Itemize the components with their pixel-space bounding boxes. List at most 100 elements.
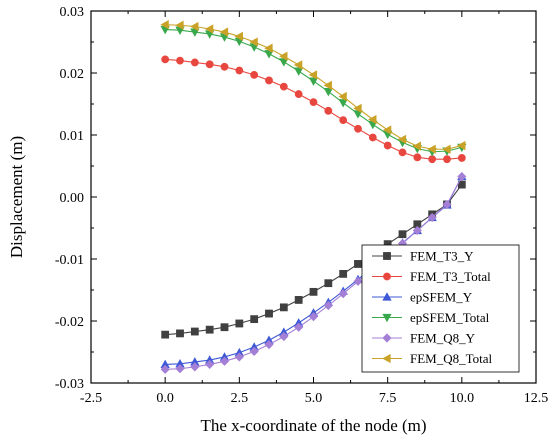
- data-point: [442, 199, 452, 210]
- data-point: [160, 364, 170, 374]
- legend-item: epSFEM_Total: [372, 310, 490, 325]
- x-axis-title: The x-coordinate of the node (m): [200, 416, 426, 435]
- data-point: [190, 362, 200, 372]
- data-point: [443, 155, 451, 164]
- data-point: [368, 114, 377, 125]
- data-point: [457, 154, 466, 162]
- data-point: [250, 315, 259, 324]
- y-tick-label: -0.02: [55, 315, 84, 330]
- data-point: [235, 319, 244, 328]
- data-point: [457, 140, 466, 151]
- legend-item: FEM_T3_Y: [372, 249, 474, 264]
- data-point: [338, 99, 348, 108]
- data-point: [220, 323, 229, 332]
- series-FEM_Q8_Total: [160, 19, 466, 154]
- legend-box: [361, 244, 520, 373]
- data-point: [294, 322, 304, 332]
- data-point: [294, 296, 303, 304]
- data-point: [235, 66, 244, 75]
- legend-item: FEM_T3_Total: [372, 269, 491, 284]
- series-epSFEM_Total: [160, 25, 467, 157]
- data-point: [324, 106, 333, 115]
- data-point: [205, 359, 215, 369]
- data-point: [398, 148, 407, 157]
- data-point: [265, 76, 273, 85]
- data-point: [279, 331, 289, 342]
- legend-item: FEM_Q8_Y: [372, 331, 476, 346]
- data-point: [205, 60, 214, 69]
- legend-marker: [383, 272, 391, 281]
- data-point: [176, 329, 184, 338]
- data-point: [234, 352, 244, 362]
- data-point: [412, 225, 422, 236]
- legend-label: epSFEM_Total: [410, 310, 490, 325]
- data-point: [250, 70, 259, 79]
- legend-label: FEM_T3_Y: [410, 249, 474, 264]
- data-point: [397, 134, 407, 144]
- data-point: [309, 287, 318, 296]
- data-point: [294, 67, 304, 76]
- data-point: [339, 116, 348, 125]
- data-point: [294, 90, 303, 98]
- data-point: [293, 60, 303, 70]
- legend-marker: [383, 252, 391, 260]
- x-tick-label: 5.0: [305, 391, 323, 406]
- legend-marker: [382, 353, 391, 364]
- legend-label: epSFEM_Y: [410, 290, 473, 305]
- data-point: [161, 330, 170, 339]
- legend-marker: [382, 292, 392, 301]
- data-point: [176, 56, 184, 65]
- data-point: [412, 141, 421, 151]
- data-point: [190, 58, 199, 67]
- data-point: [309, 98, 318, 107]
- data-point: [219, 356, 230, 366]
- x-tick-label: 0.0: [156, 391, 174, 406]
- data-point: [382, 125, 392, 135]
- data-point: [308, 312, 319, 322]
- data-point: [323, 300, 333, 311]
- x-tick-label: 12.5: [524, 391, 549, 406]
- x-tick-label: 7.5: [379, 391, 397, 406]
- data-point: [264, 339, 274, 350]
- data-point: [190, 21, 199, 32]
- data-point: [338, 91, 347, 102]
- y-axis: -0.03 -0.02 -0.01 0.00 0.01 0.02 0.03: [55, 5, 536, 392]
- data-point: [279, 82, 288, 91]
- data-point: [219, 27, 229, 37]
- data-point: [398, 230, 407, 239]
- data-point: [249, 346, 259, 356]
- data-point: [413, 153, 422, 162]
- data-point: [175, 364, 185, 374]
- x-tick-label: 2.5: [231, 391, 249, 406]
- data-point: [279, 51, 288, 61]
- y-tick-label: 0.00: [60, 191, 85, 206]
- x-tick-label: -2.5: [80, 391, 102, 406]
- data-point: [220, 62, 229, 71]
- y-axis-title: Displacement (m): [7, 136, 26, 258]
- series-layer: [160, 19, 467, 374]
- data-point: [353, 103, 362, 113]
- x-tick-label: 10.0: [450, 391, 475, 406]
- data-point: [353, 276, 363, 286]
- data-point: [308, 70, 318, 80]
- data-point: [205, 325, 214, 334]
- data-point: [265, 309, 273, 318]
- data-point: [175, 20, 184, 30]
- data-point: [354, 124, 362, 133]
- x-axis: -2.5 0.0 2.5 5.0 7.5 10.0 12.5: [80, 11, 548, 406]
- data-point: [308, 77, 319, 86]
- y-tick-label: 0.01: [60, 129, 85, 144]
- legend-label: FEM_Q8_Y: [410, 331, 476, 346]
- data-point: [354, 260, 362, 268]
- y-tick-label: -0.01: [55, 253, 84, 268]
- y-tick-label: 0.03: [60, 5, 85, 20]
- y-tick-label: 0.02: [60, 67, 85, 82]
- legend-marker: [382, 333, 392, 343]
- series-line: [165, 29, 462, 153]
- data-point: [457, 171, 467, 182]
- data-point: [323, 80, 332, 91]
- data-point: [160, 19, 169, 30]
- legend-label: FEM_Q8_Total: [410, 351, 493, 366]
- data-point: [323, 87, 333, 97]
